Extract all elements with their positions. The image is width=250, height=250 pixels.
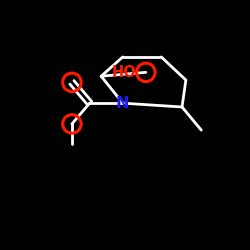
- Text: HO: HO: [112, 65, 137, 80]
- Text: N: N: [116, 96, 130, 111]
